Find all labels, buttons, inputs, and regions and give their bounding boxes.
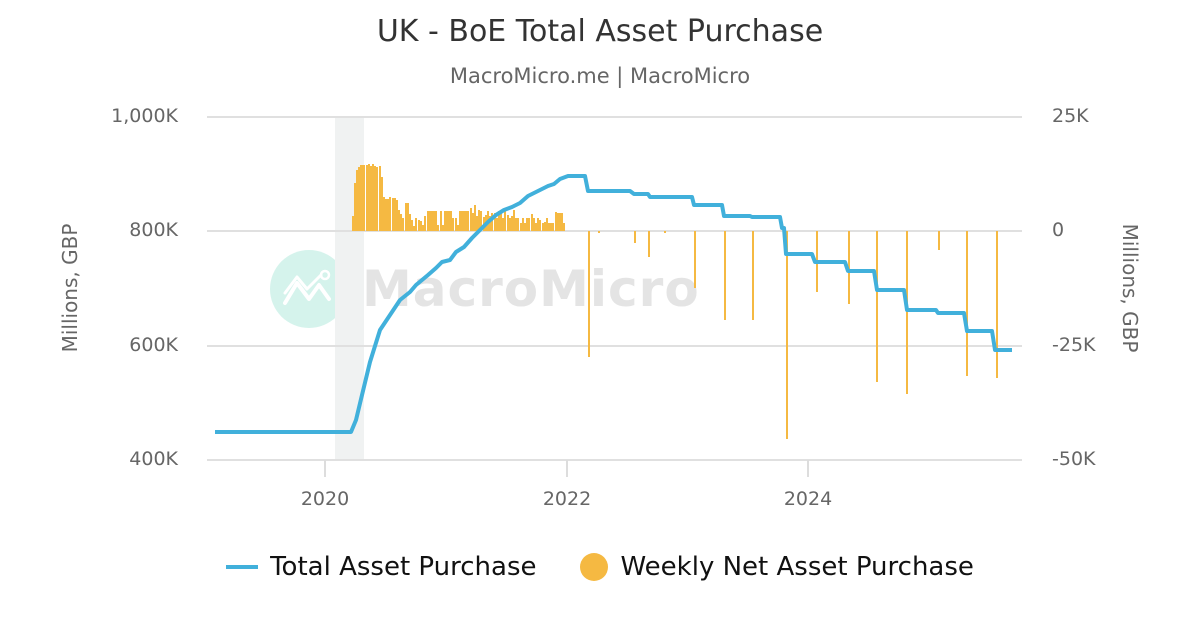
left-y-tick: 800K — [129, 219, 178, 241]
total-asset-purchase-line — [215, 174, 1012, 434]
line-symbol-icon — [226, 565, 259, 569]
legend: Total Asset Purchase Weekly Net Asset Pu… — [0, 552, 1200, 582]
gridlines — [207, 116, 1022, 461]
right-y-tick: -25K — [1052, 334, 1096, 356]
right-y-tick: -50K — [1052, 448, 1096, 470]
legend-label: Total Asset Purchase — [270, 552, 537, 582]
x-tick: 2024 — [783, 488, 833, 510]
right-axis-title: Millions, GBP — [1118, 223, 1142, 353]
watermark-text: MacroMicro — [362, 260, 700, 318]
left-y-tick: 600K — [129, 334, 178, 356]
x-axis-ticks — [324, 460, 809, 477]
x-tick: 2022 — [542, 488, 592, 510]
left-y-tick: 1,000K — [111, 105, 178, 127]
chart-subtitle: MacroMicro.me | MacroMicro — [449, 64, 751, 88]
x-tick: 2020 — [300, 488, 350, 510]
chart-title: UK - BoE Total Asset Purchase — [376, 14, 824, 49]
legend-item-weekly-net-asset-purchase[interactable]: Weekly Net Asset Purchase — [580, 552, 974, 582]
right-y-tick: 25K — [1052, 105, 1089, 127]
right-y-tick: 0 — [1052, 219, 1065, 241]
legend-label: Weekly Net Asset Purchase — [620, 552, 974, 582]
left-axis-title: Millions, GBP — [58, 223, 82, 353]
left-y-tick: 400K — [129, 448, 178, 470]
legend-item-total-asset-purchase[interactable]: Total Asset Purchase — [226, 552, 536, 582]
weekly-net-asset-purchase-series — [352, 164, 998, 439]
circle-symbol-icon — [580, 553, 609, 581]
